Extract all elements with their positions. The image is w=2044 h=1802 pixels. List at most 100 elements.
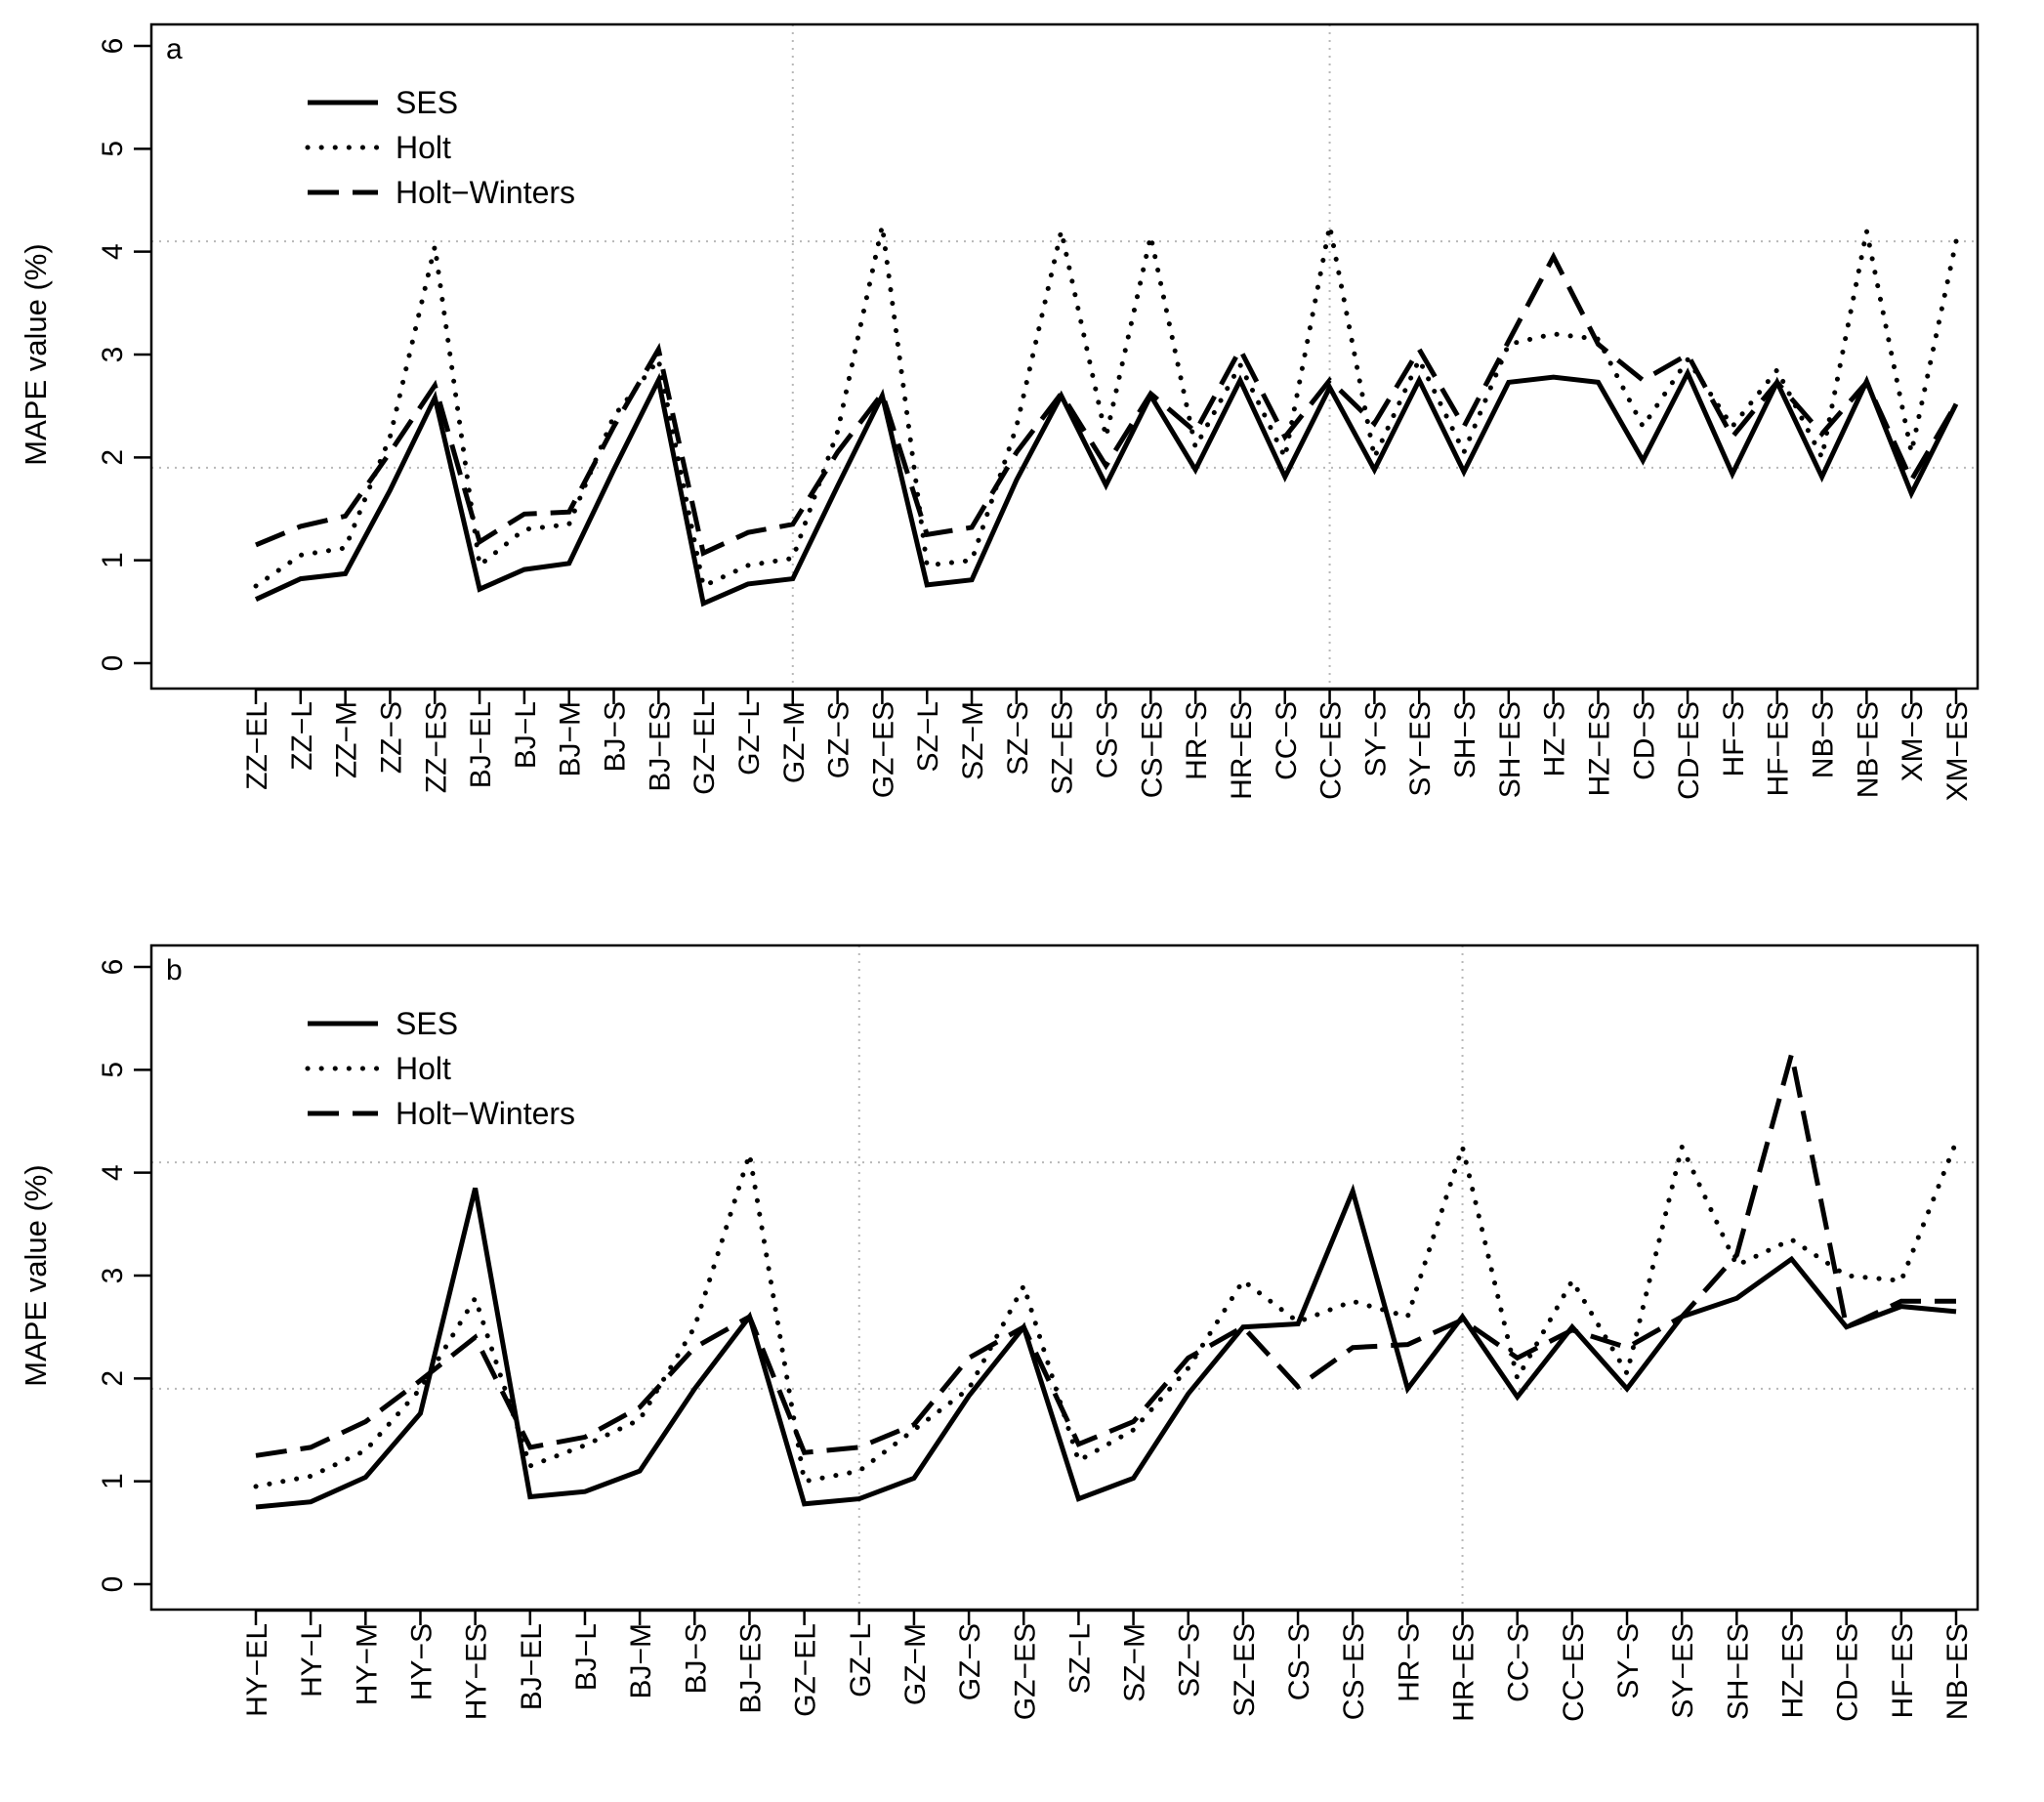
x-tick-label: HF−ES [1763,701,1795,797]
legend-label: Holt [396,1051,451,1086]
x-tick-label: SY−ES [1404,701,1437,797]
x-tick-label: NB−S [1808,701,1840,778]
x-tick-label: HZ−S [1539,701,1571,777]
panel-label: a [166,33,183,65]
x-tick-label: NB−ES [1852,701,1884,798]
x-tick-label: CS−ES [1338,1623,1370,1720]
x-tick-label: ZZ−S [375,701,407,774]
x-tick-label: SH−ES [1494,701,1526,798]
y-tick-label: 0 [97,655,129,672]
x-tick-label: SZ−ES [1229,1623,1261,1717]
plot-frame [149,943,1980,1612]
series-line-holt [253,1138,1959,1489]
x-tick-label: HY−M [351,1623,383,1705]
x-tick-label: HR−S [1393,1623,1425,1702]
y-tick-label: 6 [97,959,129,976]
x-tick-label: BJ−EL [516,1623,548,1710]
x-tick-label: CS−ES [1136,701,1168,798]
x-tick-label: SZ−ES [1047,701,1079,795]
series-line-ses [254,367,1959,608]
x-tick-label: CC−ES [1315,701,1348,800]
y-tick-label: 1 [97,1473,129,1489]
x-tick-label: XM−ES [1941,701,1974,802]
x-tick-label: ZZ−L [286,701,318,771]
x-tick-label: HZ−ES [1583,701,1615,797]
x-tick-label: HR−ES [1448,1623,1481,1722]
x-tick-label: HY−L [296,1623,328,1697]
x-tick-label: ZZ−M [331,701,363,778]
x-tick-label: BJ−M [555,701,587,777]
x-tick-label: CC−S [1271,701,1303,780]
x-tick-label: BJ−S [680,1623,712,1695]
y-tick-label: 3 [97,347,129,363]
y-axis-label: MAPE value (%) [19,1164,53,1386]
x-tick-label: GZ−M [778,701,811,783]
x-tick-label: SZ−S [1002,701,1034,775]
x-tick-label: CD−S [1628,701,1660,780]
x-tick-label: SZ−S [1174,1623,1206,1697]
x-tick-label: SY−S [1612,1623,1645,1699]
x-tick-label: HR−ES [1226,701,1258,800]
x-tick-label: GZ−L [845,1623,877,1697]
chart-panel-b: 0 1 2 3 4 5 6 MAPE value (%) HY−EL HY−L HY−M HY−S HY… [19,943,1980,1722]
x-tick-label: HR−S [1181,701,1213,780]
y-tick-label: 3 [97,1268,129,1284]
legend-label: SES [396,1006,458,1041]
x-tick-label: SZ−L [912,701,944,773]
x-tick-label: GZ−M [899,1623,932,1705]
x-tick-label: XM−S [1897,701,1929,782]
x-tick-label: SY−ES [1667,1623,1699,1719]
chart-panel-a: 0 1 2 3 4 5 6 MAPE value (%) ZZ−EL ZZ−L ZZ−M ZZ−S ZZ… [19,22,1980,802]
x-tick-label: ZZ−EL [241,701,273,790]
x-tick-label: CD−ES [1673,701,1705,800]
legend-label: Holt−Winters [396,175,575,210]
x-tick-label: GZ−S [823,701,855,778]
y-axis-label: MAPE value (%) [19,243,53,465]
x-tick-label: CC−ES [1558,1623,1590,1722]
x-tick-label: ZZ−ES [420,701,452,793]
x-tick-label: HZ−ES [1777,1623,1810,1719]
series-line-ses [255,1183,1957,1510]
x-tick-label: SZ−M [957,701,989,780]
x-tick-label: GZ−L [733,701,766,775]
series-line-holt-winters [255,1053,1956,1458]
x-tick-label: BJ−ES [734,1623,767,1714]
x-tick-label: NB−ES [1941,1623,1974,1720]
legend-label: Holt−Winters [396,1096,575,1131]
x-tick-label: CD−ES [1832,1623,1864,1722]
y-tick-label: 4 [97,1164,129,1181]
x-tick-label: BJ−L [510,701,542,769]
x-tick-label: BJ−ES [644,701,676,792]
x-tick-label: SH−S [1449,701,1481,778]
legend-label: SES [396,85,458,120]
x-tick-label: GZ−EL [790,1623,822,1717]
y-tick-label: 5 [97,1062,129,1078]
x-tick-label: BJ−EL [465,701,497,788]
y-tick-label: 5 [97,141,129,157]
x-tick-label: GZ−ES [867,701,899,798]
x-tick-label: HF−ES [1887,1623,1919,1719]
y-tick-label: 2 [97,449,129,466]
y-tick-label: 1 [97,552,129,568]
x-tick-label: SH−ES [1722,1623,1754,1720]
series-line-holt-winters [255,251,1959,557]
plot-frame [149,22,1980,691]
x-tick-label: HY−S [405,1623,438,1700]
x-tick-label: CS−S [1092,701,1124,778]
legend-label: Holt [396,130,451,165]
x-tick-label: SY−S [1359,701,1392,777]
x-tick-label: BJ−M [625,1623,657,1699]
x-tick-label: GZ−S [954,1623,986,1700]
x-tick-label: HY−EL [241,1623,273,1717]
y-tick-label: 4 [97,243,129,260]
x-tick-label: HF−S [1718,701,1750,777]
x-tick-label: GZ−ES [1009,1623,1041,1720]
x-tick-label: GZ−EL [688,701,721,795]
panel-label: b [166,954,183,986]
y-tick-label: 6 [97,38,129,55]
x-tick-label: SZ−L [1064,1623,1096,1695]
y-tick-label: 2 [97,1370,129,1387]
x-tick-label: SZ−M [1119,1623,1151,1702]
y-tick-label: 0 [97,1576,129,1593]
